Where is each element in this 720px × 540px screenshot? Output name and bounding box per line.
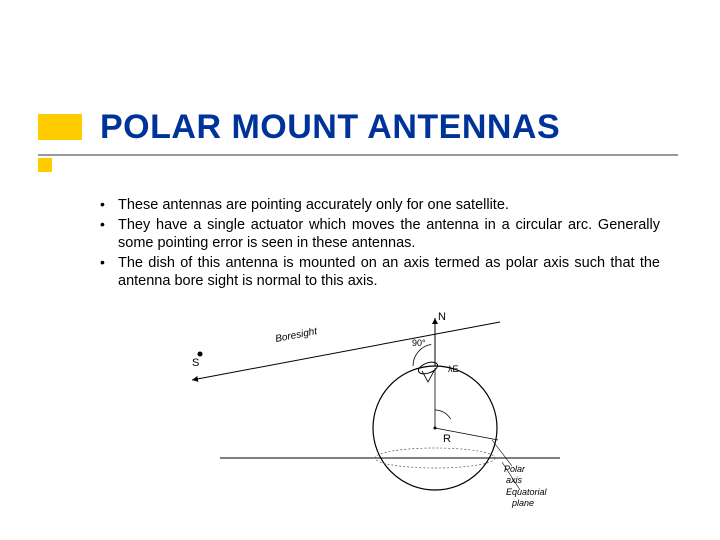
svg-text:axis: axis bbox=[506, 475, 523, 485]
accent-block-2 bbox=[38, 158, 52, 172]
svg-text:N: N bbox=[438, 311, 446, 323]
bullet-text: The dish of this antenna is mounted on a… bbox=[118, 254, 660, 291]
bullet-text: These antennas are pointing accurately o… bbox=[118, 196, 509, 215]
svg-text:Polar: Polar bbox=[504, 464, 526, 474]
svg-text:Boresight: Boresight bbox=[274, 326, 319, 345]
accent-block-1 bbox=[38, 114, 82, 140]
bullet-item: •These antennas are pointing accurately … bbox=[100, 196, 660, 215]
svg-text:plane: plane bbox=[511, 498, 534, 508]
svg-text:Equatorial: Equatorial bbox=[506, 487, 548, 497]
bullet-marker: • bbox=[100, 196, 118, 212]
title-underline bbox=[38, 154, 678, 156]
page-title: POLAR MOUNT ANTENNAS bbox=[100, 108, 560, 147]
bullet-marker: • bbox=[100, 216, 118, 232]
bullet-text: They have a single actuator which moves … bbox=[118, 216, 660, 253]
bullet-marker: • bbox=[100, 254, 118, 270]
svg-text:S: S bbox=[192, 357, 199, 369]
bullet-item: •They have a single actuator which moves… bbox=[100, 216, 660, 253]
bullet-item: •The dish of this antenna is mounted on … bbox=[100, 254, 660, 291]
svg-text:90°: 90° bbox=[412, 338, 426, 348]
svg-text:R: R bbox=[443, 433, 451, 445]
bullet-list: •These antennas are pointing accurately … bbox=[100, 196, 660, 292]
polar-mount-diagram: S N R Boresight 90° λE Polaraxis Equatorialplan… bbox=[180, 310, 560, 520]
svg-text:λE: λE bbox=[448, 364, 459, 374]
